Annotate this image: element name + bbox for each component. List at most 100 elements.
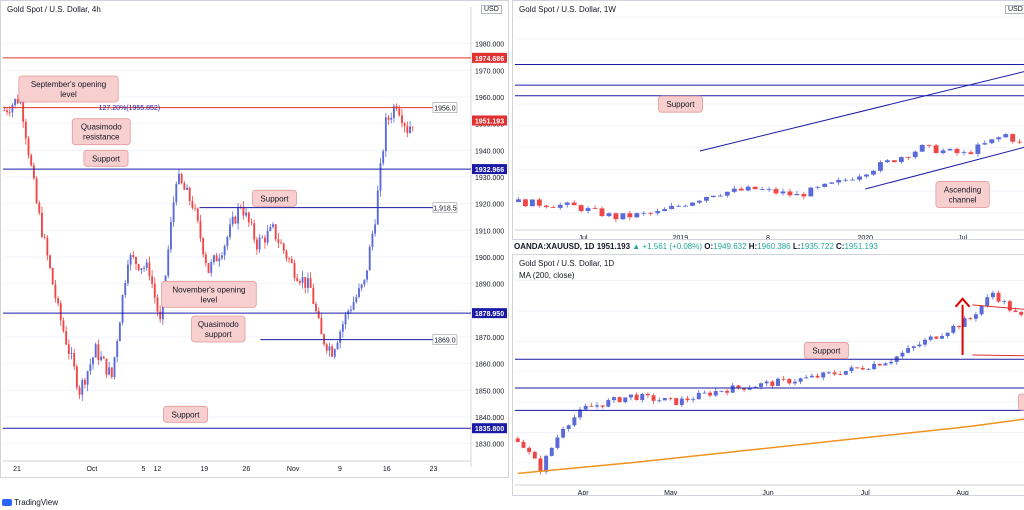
- candle-body: [766, 189, 772, 190]
- candle-body: [73, 353, 76, 367]
- candle-body: [759, 189, 765, 190]
- candle-body: [781, 378, 786, 380]
- candle-body: [843, 371, 848, 375]
- annotation-label: Support: [812, 346, 841, 355]
- annotation-callout: [18, 75, 119, 103]
- annotation-callout: [163, 405, 209, 423]
- price-tag: [472, 308, 507, 319]
- chart-svg-4h[interactable]: 1830.000 1840.000 1850.000 1860.000 1870.000…: [1, 1, 508, 477]
- x-tick-label: 26: [242, 466, 250, 473]
- candle-body: [954, 148, 960, 154]
- candle-body: [269, 226, 272, 231]
- fib-extension-label: 127.20%(1955.852): [99, 105, 161, 112]
- candle-body: [843, 179, 849, 181]
- chart-panel-1d[interactable]: Gold Spot / U.S. Dollar, 1D MA (200, clo…: [512, 254, 1024, 496]
- chart-panel-1w[interactable]: Gold Spot / U.S. Dollar, 1W USD 1200.000…: [512, 0, 1024, 240]
- candle-body: [202, 238, 205, 255]
- annotation-label: resistance: [83, 133, 120, 142]
- candle-body: [54, 284, 57, 299]
- candle-body: [951, 325, 956, 333]
- price-tag: [432, 202, 458, 213]
- candle-body: [406, 126, 409, 134]
- candle-body: [358, 288, 360, 298]
- candle-body: [312, 287, 315, 304]
- candle-body: [331, 346, 334, 357]
- candle-body: [32, 165, 35, 179]
- candle-body: [883, 363, 888, 366]
- candle-body: [175, 183, 178, 203]
- candle-body: [889, 361, 894, 364]
- candle-body: [409, 126, 411, 134]
- candle-body: [229, 224, 231, 238]
- y-tick-label: 1840.000: [475, 415, 504, 422]
- candle-body: [398, 108, 401, 116]
- currency-badge[interactable]: USD: [481, 5, 502, 14]
- annotation-label: channel: [949, 195, 977, 204]
- price-tag: [432, 102, 458, 113]
- candle-body: [218, 258, 221, 262]
- price-tag-label: 1951.193: [475, 118, 504, 125]
- candle-body: [242, 207, 245, 216]
- annotation-callout: [83, 149, 129, 167]
- candle-body: [696, 392, 701, 400]
- chart-panel-4h[interactable]: Gold Spot / U.S. Dollar, 4h USD 1830.000…: [0, 0, 509, 478]
- candle-body: [3, 110, 6, 112]
- candle-body: [801, 194, 807, 197]
- candle-body: [355, 297, 358, 303]
- y-tick-label: 1980.000: [475, 42, 504, 49]
- annotation-label: September's opening: [31, 80, 106, 89]
- candle-body: [996, 137, 1002, 140]
- candle-body: [221, 255, 223, 259]
- chart-title-1d: Gold Spot / U.S. Dollar, 1D: [519, 259, 615, 268]
- currency-badge[interactable]: USD: [1005, 5, 1024, 14]
- candle-body: [832, 372, 837, 375]
- candle-body: [713, 391, 718, 396]
- candle-body: [328, 346, 331, 351]
- annotation-callout: [1017, 393, 1024, 411]
- annotation-label: Quasimodo: [198, 320, 239, 329]
- candle-body: [210, 262, 213, 273]
- candle-body: [838, 374, 843, 375]
- candle-body: [933, 145, 939, 154]
- candle-body: [822, 183, 828, 187]
- candle-body: [191, 200, 194, 208]
- chart-title-4h: Gold Spot / U.S. Dollar, 4h: [7, 5, 101, 14]
- candle-body: [905, 157, 911, 158]
- candle-body: [298, 281, 301, 283]
- candle-body: [84, 380, 86, 385]
- chart-svg-1w[interactable]: 1200.0001300.0001400.0001500.0001600.000…: [513, 1, 1024, 239]
- candle-body: [135, 256, 137, 265]
- candle-body: [634, 213, 640, 218]
- candle-body: [186, 187, 188, 190]
- candle-body: [990, 292, 995, 298]
- candle-body: [745, 186, 751, 191]
- x-tick-label: Oct: [86, 466, 97, 473]
- candle-body: [690, 202, 695, 206]
- tradingview-brand[interactable]: TradingView: [2, 498, 58, 507]
- x-tick-label: Jul: [579, 235, 588, 239]
- candle-body: [829, 182, 835, 184]
- candle-body: [92, 357, 94, 365]
- candle-body: [304, 277, 307, 288]
- y-tick-label: 1930.000: [475, 175, 504, 182]
- x-tick-label: Nov: [287, 466, 300, 473]
- candle-body: [583, 405, 588, 410]
- candle-body: [309, 278, 312, 288]
- candle-body: [100, 356, 103, 361]
- x-tick-label: 23: [430, 466, 438, 473]
- price-tag-label: 1869.0: [434, 338, 456, 345]
- candle-body: [94, 344, 97, 358]
- chart-svg-1d[interactable]: 1500.0001600.0001700.0001800.0001900.000…: [513, 255, 1024, 495]
- annotation-label: Support: [260, 194, 289, 203]
- annotation-callout: [191, 315, 246, 343]
- candle-body: [317, 310, 320, 319]
- candle-body: [261, 237, 264, 239]
- candle-body: [16, 99, 19, 104]
- candle-body: [557, 204, 563, 208]
- candle-body: [860, 368, 865, 370]
- candle-body: [655, 211, 661, 214]
- candle-body: [668, 397, 673, 399]
- candle-body: [59, 303, 62, 321]
- candle-body: [515, 438, 520, 442]
- candle-body: [787, 191, 793, 196]
